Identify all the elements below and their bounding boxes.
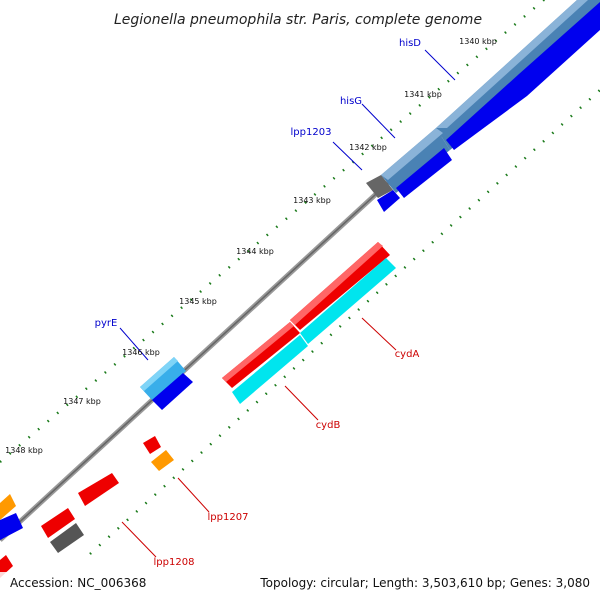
- feature-cydA-cds[interactable]: [290, 242, 390, 330]
- outer-tick-ring: [0, 0, 546, 463]
- accession-text: Accession: NC_006368: [10, 576, 146, 590]
- feature-lpp1203-cds[interactable]: [377, 190, 400, 212]
- feature-lpp1207-gene[interactable]: [151, 450, 174, 471]
- feature-pyrE-cds[interactable]: [152, 373, 193, 410]
- footer-background: [0, 572, 600, 600]
- feature-cydB-cds[interactable]: [222, 322, 300, 388]
- feature-lpp1208-gray[interactable]: [50, 523, 84, 553]
- feature-lpp1208-red-1[interactable]: [78, 473, 119, 506]
- feature-cydB-gene[interactable]: [232, 335, 308, 404]
- feature-hisD-cds[interactable]: [446, 2, 600, 150]
- tick-label: 1345 kbp: [179, 297, 217, 306]
- feature-cydA-gene[interactable]: [300, 258, 396, 344]
- tick-label: 1343 kbp: [293, 196, 331, 205]
- tick-label: 1341 kbp: [404, 90, 442, 99]
- inner-tick-ring: [89, 89, 600, 555]
- tick-label: 1346 kbp: [122, 348, 160, 357]
- feature-left-orange[interactable]: [0, 494, 16, 520]
- gene-label-cydB[interactable]: cydB: [316, 420, 341, 431]
- gene-label-hisD[interactable]: hisD: [399, 38, 421, 49]
- gene-label-cydA[interactable]: cydA: [395, 349, 420, 360]
- gene-label-lpp1207[interactable]: lpp1207: [208, 512, 249, 523]
- tick-label: 1347 kbp: [63, 397, 101, 406]
- gene-label-pyrE[interactable]: pyrE: [95, 318, 118, 329]
- label-leader-lines: [119, 49, 456, 558]
- feature-pyrE-gene[interactable]: [140, 357, 186, 400]
- feature-lpp1208-red-2[interactable]: [41, 508, 75, 538]
- feature-left-blue[interactable]: [0, 513, 23, 540]
- gene-label-lpp1208[interactable]: lpp1208: [154, 557, 195, 568]
- map-title: Legionella pneumophila str. Paris, compl…: [114, 12, 482, 28]
- gene-label-lpp1203[interactable]: lpp1203: [291, 127, 332, 138]
- tick-label: 1344 kbp: [236, 247, 274, 256]
- tick-label: 1342 kbp: [349, 143, 387, 152]
- topology-text: Topology: circular; Length: 3,503,610 bp…: [259, 576, 590, 590]
- feature-lpp1203-gene[interactable]: [366, 175, 393, 198]
- feature-hisG-gene[interactable]: [381, 128, 450, 193]
- tick-label: 1348 kbp: [5, 446, 43, 455]
- feature-hisG-cds[interactable]: [396, 148, 452, 198]
- tick-label: 1340 kbp: [459, 37, 497, 46]
- gene-label-hisG[interactable]: hisG: [340, 96, 362, 107]
- feature-lpp1207-cds[interactable]: [143, 436, 161, 454]
